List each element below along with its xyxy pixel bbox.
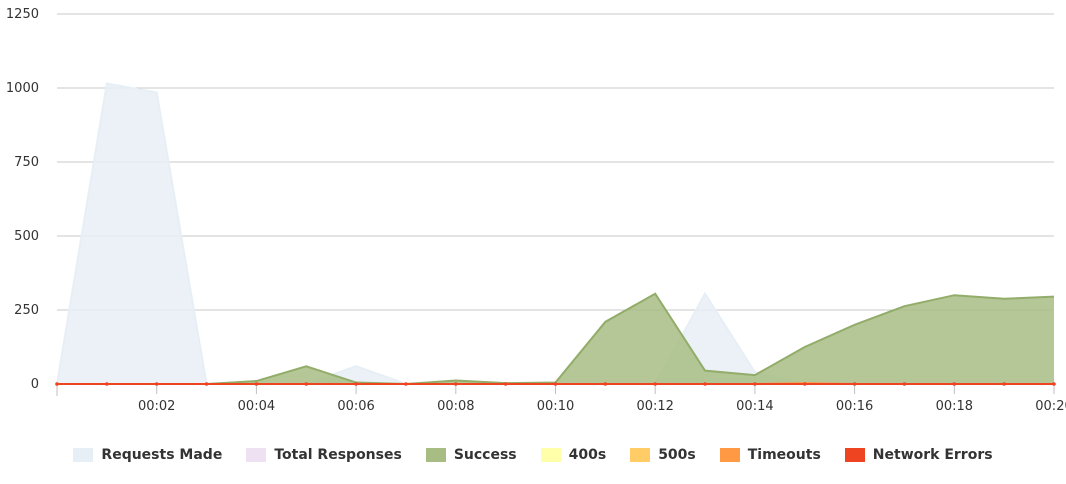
x-tick-label: 00:02: [138, 399, 175, 414]
data-point: [902, 382, 907, 386]
legend-label: 500s: [658, 447, 696, 463]
x-tick-label: 00:10: [537, 399, 574, 414]
x-tick-label: 00:12: [636, 399, 673, 414]
data-point: [454, 382, 458, 386]
legend-label: Timeouts: [747, 447, 821, 463]
data-point: [553, 382, 558, 386]
legend-swatch: [425, 448, 446, 462]
x-tick-label: 00:14: [736, 399, 773, 414]
data-point: [802, 382, 807, 386]
legend-swatch: [73, 448, 94, 462]
legend-label: Network Errors: [872, 447, 993, 463]
x-tick-label: 00:20: [1035, 399, 1066, 414]
legend-label: Total Responses: [274, 447, 402, 463]
data-point: [154, 382, 159, 386]
legend-swatch: [540, 448, 561, 462]
legend-item[interactable]: Timeouts: [719, 447, 821, 463]
series-area-requests-made: [57, 83, 1054, 384]
legend-item[interactable]: Success: [425, 447, 517, 463]
legend-item[interactable]: 500s: [630, 447, 696, 463]
data-point: [105, 382, 109, 386]
y-tick-label: 1000: [6, 81, 39, 96]
x-tick-label: 00:06: [337, 399, 374, 414]
x-tick-label: 00:16: [836, 399, 873, 414]
legend-item[interactable]: Requests Made: [73, 447, 222, 463]
y-tick-label: 1250: [6, 7, 39, 22]
x-tick-label: 00:08: [437, 399, 474, 414]
data-point: [503, 382, 508, 386]
data-point: [404, 382, 408, 386]
data-point: [354, 382, 358, 386]
legend-item[interactable]: Network Errors: [844, 447, 993, 463]
data-point: [55, 382, 59, 386]
legend-swatch: [630, 448, 651, 462]
legend-label: 400s: [568, 447, 607, 463]
legend-swatch: [844, 448, 865, 462]
data-point: [254, 382, 259, 386]
chart-legend: Requests Made Total Responses Success 400s 5…: [0, 440, 1066, 470]
legend-swatch: [719, 448, 740, 462]
legend-swatch: [246, 448, 267, 462]
legend-label: Requests Made: [101, 447, 223, 463]
data-point: [1052, 382, 1056, 386]
data-point: [852, 382, 857, 386]
data-point: [204, 382, 209, 386]
y-tick-label: 0: [31, 377, 39, 392]
data-point: [1002, 382, 1006, 386]
area-chart: 0 250 500 750 1000 1250 00:02 00:04 00:06 00:08 00…: [6, 7, 1066, 414]
y-tick-label: 500: [14, 229, 39, 244]
legend-item[interactable]: Total Responses: [246, 447, 402, 463]
data-point: [653, 382, 657, 386]
x-tick-label: 00:18: [936, 399, 973, 414]
x-tick-label: 00:04: [238, 399, 275, 414]
data-point: [703, 382, 707, 386]
data-point: [304, 382, 309, 386]
y-tick-label: 250: [14, 303, 39, 318]
data-point: [952, 382, 957, 386]
data-point: [603, 382, 608, 386]
data-point: [753, 382, 757, 386]
legend-label: Success: [453, 447, 517, 463]
legend-item[interactable]: 400s: [540, 447, 607, 463]
y-tick-label: 750: [14, 155, 39, 170]
series-area-success: [57, 293, 1054, 384]
